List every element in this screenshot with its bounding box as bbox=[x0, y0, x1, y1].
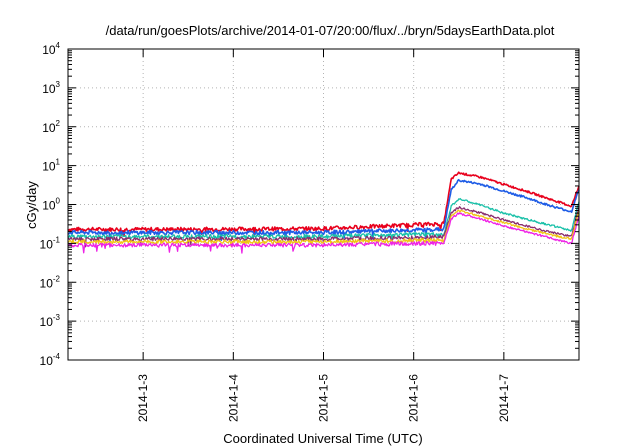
x-tick-labels: 2014-1-3 2014-1-4 2014-1-5 2014-1-6 2014-1-7 bbox=[136, 374, 511, 422]
x-tick-label: 2014-1-3 bbox=[136, 374, 150, 422]
chart-title: /data/run/goesPlots/archive/2014-01-07/2… bbox=[106, 23, 555, 38]
axis-ticks bbox=[68, 48, 579, 361]
x-axis-title: Coordinated Universal Time (UTC) bbox=[223, 431, 422, 446]
x-tick-label: 2014-1-4 bbox=[226, 374, 240, 422]
y-tick-label: 100 bbox=[42, 197, 60, 213]
y-tick-label: 10-2 bbox=[40, 274, 61, 290]
y-tick-label: 103 bbox=[42, 80, 60, 96]
y-tick-labels: 10-4 10-3 10-2 10-1 100 101 102 103 104 bbox=[40, 41, 61, 368]
y-tick-label: 101 bbox=[42, 158, 60, 174]
series-line bbox=[67, 178, 580, 242]
y-tick-label: 10-4 bbox=[40, 352, 61, 368]
series-line bbox=[67, 171, 580, 237]
x-tick-label: 2014-1-7 bbox=[497, 374, 511, 422]
y-tick-label: 102 bbox=[42, 119, 60, 135]
x-tick-label: 2014-1-5 bbox=[317, 374, 331, 422]
series-group bbox=[67, 171, 580, 254]
series-line bbox=[67, 209, 580, 248]
series-line bbox=[67, 212, 580, 254]
x-tick-label: 2014-1-6 bbox=[407, 374, 421, 422]
y-tick-label: 10-1 bbox=[40, 235, 61, 251]
grid bbox=[68, 49, 579, 360]
y-tick-label: 104 bbox=[42, 41, 60, 57]
y-tick-label: 10-3 bbox=[40, 313, 61, 329]
y-axis-title: cGy/day bbox=[24, 181, 39, 229]
